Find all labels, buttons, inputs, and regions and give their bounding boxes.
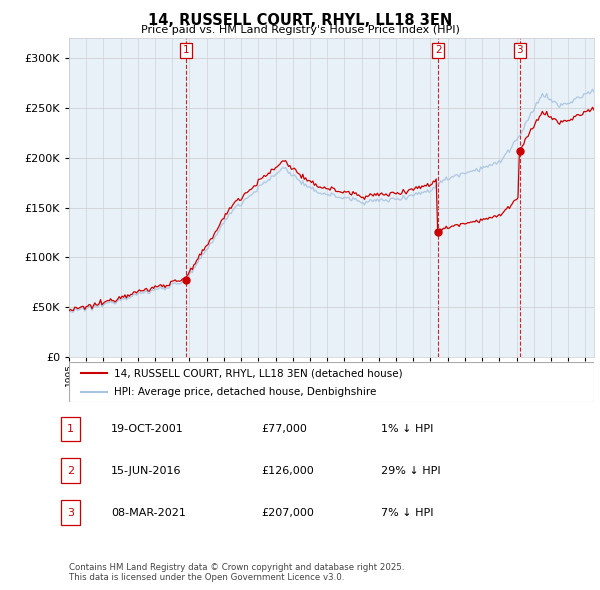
Text: 3: 3 bbox=[517, 45, 523, 55]
Text: 08-MAR-2021: 08-MAR-2021 bbox=[111, 508, 186, 517]
Text: 15-JUN-2016: 15-JUN-2016 bbox=[111, 466, 182, 476]
Text: 14, RUSSELL COURT, RHYL, LL18 3EN: 14, RUSSELL COURT, RHYL, LL18 3EN bbox=[148, 13, 452, 28]
Text: 1: 1 bbox=[182, 45, 189, 55]
Text: 19-OCT-2001: 19-OCT-2001 bbox=[111, 424, 184, 434]
Text: 14, RUSSELL COURT, RHYL, LL18 3EN (detached house): 14, RUSSELL COURT, RHYL, LL18 3EN (detac… bbox=[113, 369, 402, 379]
Text: £207,000: £207,000 bbox=[261, 508, 314, 517]
Text: 2: 2 bbox=[435, 45, 442, 55]
Text: Contains HM Land Registry data © Crown copyright and database right 2025.
This d: Contains HM Land Registry data © Crown c… bbox=[69, 563, 404, 582]
Text: HPI: Average price, detached house, Denbighshire: HPI: Average price, detached house, Denb… bbox=[113, 388, 376, 397]
Text: 1: 1 bbox=[67, 424, 74, 434]
Text: 3: 3 bbox=[67, 508, 74, 517]
Text: £77,000: £77,000 bbox=[261, 424, 307, 434]
Text: 7% ↓ HPI: 7% ↓ HPI bbox=[381, 508, 433, 517]
Text: 29% ↓ HPI: 29% ↓ HPI bbox=[381, 466, 440, 476]
Text: Price paid vs. HM Land Registry's House Price Index (HPI): Price paid vs. HM Land Registry's House … bbox=[140, 25, 460, 35]
Text: 2: 2 bbox=[67, 466, 74, 476]
Text: £126,000: £126,000 bbox=[261, 466, 314, 476]
Text: 1% ↓ HPI: 1% ↓ HPI bbox=[381, 424, 433, 434]
